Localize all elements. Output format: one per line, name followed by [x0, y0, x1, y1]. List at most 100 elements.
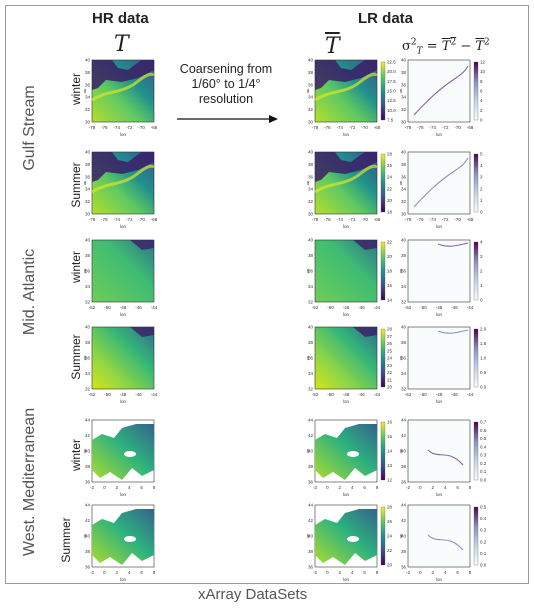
lon-axis-label: lon — [120, 224, 127, 229]
lat-tick-label: 38 — [308, 549, 314, 554]
colorbar — [473, 61, 479, 121]
lon-tick-label: -2 — [406, 485, 410, 490]
lat-axis-label: lat — [84, 533, 87, 539]
colorbar-tick-label: 0.3 — [480, 453, 487, 458]
colorbar-tick-label: 20 — [387, 385, 393, 390]
lat-tick-label: 38 — [308, 70, 314, 75]
lat-tick-label: 40 — [308, 325, 314, 330]
lat-tick-label: 32 — [85, 300, 91, 305]
lon-tick-label: 0 — [103, 570, 106, 575]
colorbar-tick-label: 0.2 — [480, 539, 487, 544]
lon-tick-label: -78 — [89, 217, 96, 222]
colorbar-tick-label: 23 — [387, 363, 393, 368]
lon-tick-label: -44 — [467, 305, 474, 310]
lon-axis-label: lon — [343, 492, 350, 497]
lat-tick-label: 40 — [85, 238, 91, 243]
colorbar-tick-label: 22 — [387, 370, 393, 375]
colorbar-tick-label: 28 — [387, 327, 393, 332]
colorbar-tick-label: 24 — [387, 356, 393, 361]
colorbar — [473, 241, 479, 301]
lat-tick-label: 38 — [85, 253, 91, 258]
map-panel-lr-4: -52 -50 -48 -46 -44 32 34 36 38 40 lon lat 28 27 26 25 2… — [307, 325, 393, 404]
lat-axis-label: lat — [307, 355, 310, 361]
island-shape — [347, 536, 359, 542]
lon-tick-label: -78 — [405, 217, 412, 222]
lon-tick-label: 0 — [419, 570, 422, 575]
lon-tick-label: 8 — [469, 485, 472, 490]
lon-tick-label: -78 — [405, 125, 412, 130]
region-mid-atlantic: Mid. Atlantic — [21, 248, 38, 336]
lon-tick-label: -68 — [151, 125, 158, 130]
lat-tick-label: 32 — [401, 107, 407, 112]
lat-tick-label: 32 — [308, 387, 314, 392]
lon-tick-label: -78 — [89, 125, 96, 130]
sea-field — [92, 509, 154, 565]
lon-tick-label: -74 — [430, 217, 437, 222]
colorbar-tick-label: 0.0 — [480, 478, 487, 483]
lat-tick-label: 34 — [85, 95, 91, 100]
lon-tick-label: 2 — [116, 485, 119, 490]
colorbar-tick-label: 0.6 — [480, 428, 487, 433]
lon-tick-label: -76 — [324, 217, 331, 222]
lon-axis-label: lon — [343, 577, 350, 582]
lat-tick-label: 34 — [401, 187, 407, 192]
map-panel-var-1: -78 -76 -74 -72 -70 -68303234363840lonlat1210… — [400, 58, 486, 137]
season-label-4: Summer — [69, 334, 83, 380]
lon-tick-label: -76 — [324, 125, 331, 130]
map-plot-area: -2 0 2 4 6 8 36 38 40 42 44 lon lat — [84, 503, 156, 582]
lat-tick-label: 36 — [85, 356, 91, 361]
colorbar — [380, 421, 386, 481]
lat-tick-label: 44 — [308, 503, 314, 508]
gulf-stream-current — [314, 164, 379, 194]
lon-tick-label: -76 — [417, 217, 424, 222]
lon-tick-label: 6 — [456, 570, 459, 575]
lat-tick-label: 32 — [401, 387, 407, 392]
colorbar-tick-label: 12 — [480, 60, 486, 65]
colorbar-tick-label: 0 — [480, 118, 483, 123]
lat-tick-label: 38 — [308, 253, 314, 258]
lat-tick-label: 34 — [401, 95, 407, 100]
colorbar-tick-label: 0.5 — [480, 370, 487, 375]
lat-tick-label: 38 — [308, 162, 314, 167]
lat-axis-label: lat — [400, 448, 403, 454]
lon-tick-label: -68 — [467, 125, 474, 130]
map-panel-var-2: -78 -76 -74 -72 -70 -68303234363840lonlat5432… — [400, 150, 483, 229]
lon-tick-label: -70 — [138, 125, 145, 130]
lat-axis-label: lat — [400, 533, 403, 539]
colorbar-tick-label: 22 — [387, 186, 393, 191]
lr-symbol: T — [325, 34, 340, 59]
colorbar-tick-label: 22.5 — [387, 60, 396, 65]
colorbar-tick-label: 0.4 — [480, 444, 487, 449]
colorbar-tick-label: 12.5 — [387, 98, 396, 103]
colorbar-tick-label: 22 — [387, 240, 393, 245]
cold-water-region — [92, 60, 154, 90]
colorbar — [380, 506, 386, 566]
footer-label: xArray DataSets — [198, 586, 308, 603]
lat-tick-label: 38 — [308, 464, 314, 469]
temperature-field — [91, 239, 155, 303]
variance-field — [407, 239, 471, 303]
colorbar-tick-label: 15.0 — [387, 89, 396, 94]
lat-tick-label: 44 — [308, 418, 314, 423]
map-panel-var-5: -2 0 2 4 6 8 36 38 40 42 44 lon lat 0.7 0.6 0.5 0.4 0.3 0.… — [400, 418, 487, 497]
colorbar-tick-label: 0 — [480, 210, 483, 215]
lon-tick-label: 6 — [456, 485, 459, 490]
cold-water-region — [315, 152, 377, 182]
lat-tick-label: 32 — [308, 300, 314, 305]
lon-tick-label: -2 — [313, 485, 317, 490]
sea-field — [315, 424, 377, 480]
lat-tick-label: 38 — [401, 70, 407, 75]
lon-tick-label: -72 — [126, 217, 133, 222]
map-plot-area: -78 -76 -74 -72 -70 -68 30 32 34 36 38 40 lon lat 28 26… — [307, 150, 393, 229]
lat-tick-label: 40 — [401, 238, 407, 243]
lat-tick-label: 40 — [401, 325, 407, 330]
lon-tick-label: -78 — [312, 125, 319, 130]
lon-tick-label: -68 — [374, 217, 381, 222]
lon-tick-label: -72 — [349, 125, 356, 130]
lat-tick-label: 40 — [85, 449, 91, 454]
lon-tick-label: -70 — [138, 217, 145, 222]
lon-tick-label: 6 — [363, 485, 366, 490]
lon-tick-label: -76 — [101, 217, 108, 222]
